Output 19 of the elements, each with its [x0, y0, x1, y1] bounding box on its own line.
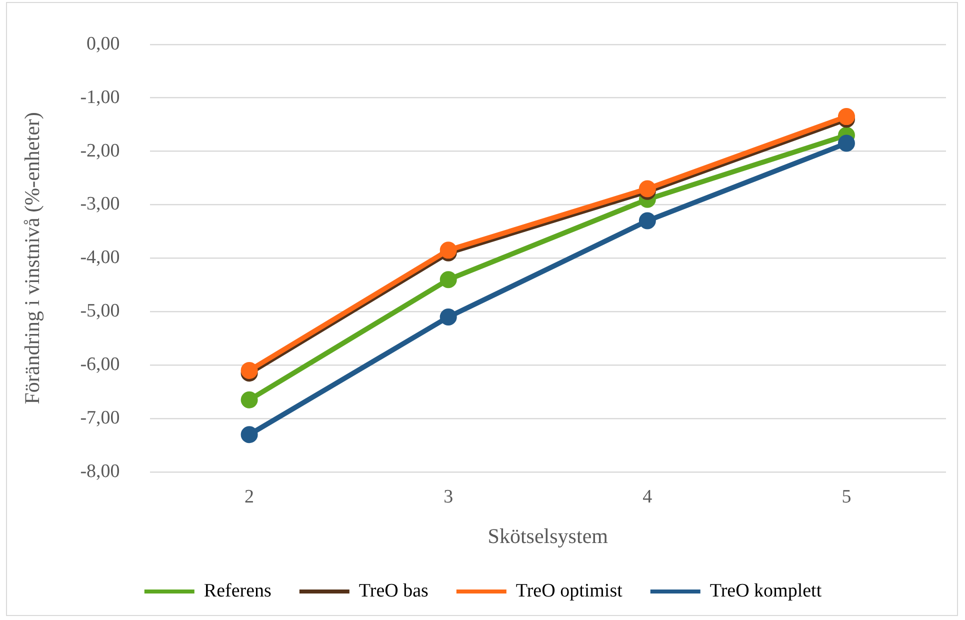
y-tick-label: -6,00 — [80, 354, 120, 376]
y-tick-label: -4,00 — [80, 247, 120, 268]
legend-label: Referens — [204, 580, 272, 602]
y-tick-label: -3,00 — [80, 194, 120, 215]
x-tick-label: 2 — [244, 486, 254, 508]
y-tick-label: 0,00 — [86, 33, 120, 54]
x-tick-label: 3 — [444, 486, 454, 508]
x-tick-label: 5 — [842, 486, 852, 508]
legend-label: TreO bas — [358, 580, 428, 602]
y-axis-title: Förändring i vinstnivå (%-enheter) — [20, 112, 44, 404]
x-axis-title: Skötselsystem — [488, 524, 608, 548]
y-tick-label: -2,00 — [80, 140, 120, 162]
y-tick-label: -7,00 — [80, 408, 120, 429]
y-tick-label: -1,00 — [80, 86, 120, 108]
y-tick-label: -8,00 — [80, 460, 120, 482]
legend-label: TreO optimist — [516, 580, 624, 602]
legend-label: TreO komplett — [710, 580, 822, 602]
x-tick-label: 4 — [642, 486, 653, 508]
y-tick-label: -5,00 — [80, 300, 120, 322]
